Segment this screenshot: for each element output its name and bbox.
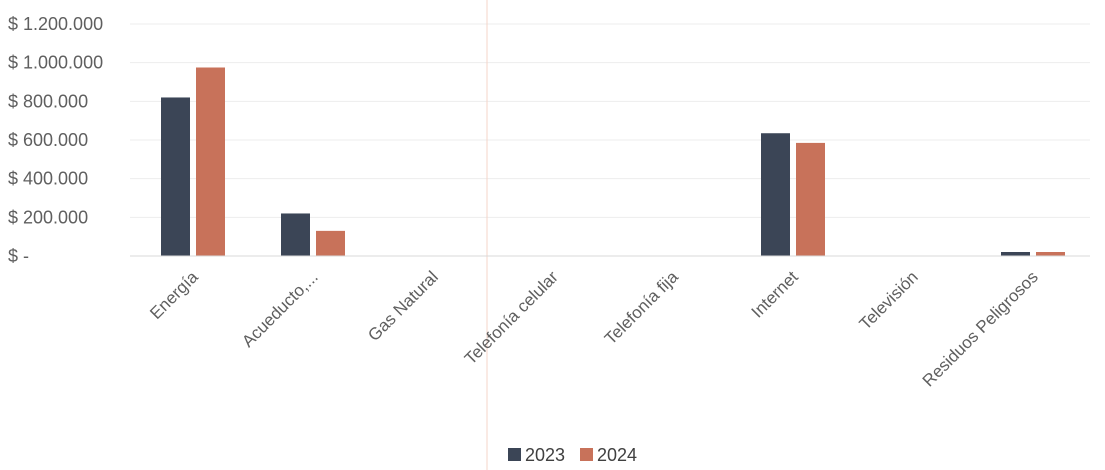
x-tick-label: Internet — [748, 267, 802, 321]
y-axis-tick-labels: $ - $ 200.000 $ 400.000 $ 600.000 $ 800.000 $… — [8, 14, 103, 266]
y-tick-label: $ - — [8, 246, 29, 266]
y-tick-label: $ 800.000 — [8, 91, 88, 111]
legend-swatch-2023 — [508, 448, 521, 461]
y-tick-label: $ 400.000 — [8, 169, 88, 189]
legend-label-2023: 2023 — [525, 445, 565, 465]
x-axis-tick-labels: Energía Acueducto,... Gas Natural Telefonía… — [146, 267, 1042, 390]
bar-2023-1 — [281, 213, 310, 256]
y-tick-label: $ 200.000 — [8, 207, 88, 227]
bar-2024-5 — [796, 142, 825, 256]
bars — [161, 67, 1065, 256]
y-tick-label: $ 600.000 — [8, 130, 88, 150]
y-tick-label: $ 1.000.000 — [8, 53, 103, 73]
y-tick-label: $ 1.200.000 — [8, 14, 103, 34]
legend-label-2024: 2024 — [597, 445, 637, 465]
bar-2023-5 — [761, 133, 790, 256]
bar-2023-7 — [1001, 252, 1030, 256]
x-tick-label: Residuos Peligrosos — [919, 267, 1042, 390]
x-tick-label: Telefonía fija — [601, 267, 682, 348]
x-tick-label: Acueducto,... — [238, 267, 322, 351]
bar-2024-1 — [316, 230, 345, 256]
bar-2024-0 — [196, 67, 225, 256]
bar-2024-7 — [1036, 252, 1065, 256]
bar-2023-0 — [161, 97, 190, 256]
gridlines — [130, 23, 1090, 218]
x-tick-label: Televisión — [856, 267, 922, 333]
x-tick-label: Gas Natural — [364, 267, 442, 345]
legend: 2023 2024 — [508, 445, 637, 465]
x-tick-label: Telefonía celular — [461, 267, 562, 368]
legend-swatch-2024 — [580, 448, 593, 461]
x-tick-label: Energía — [146, 267, 202, 323]
